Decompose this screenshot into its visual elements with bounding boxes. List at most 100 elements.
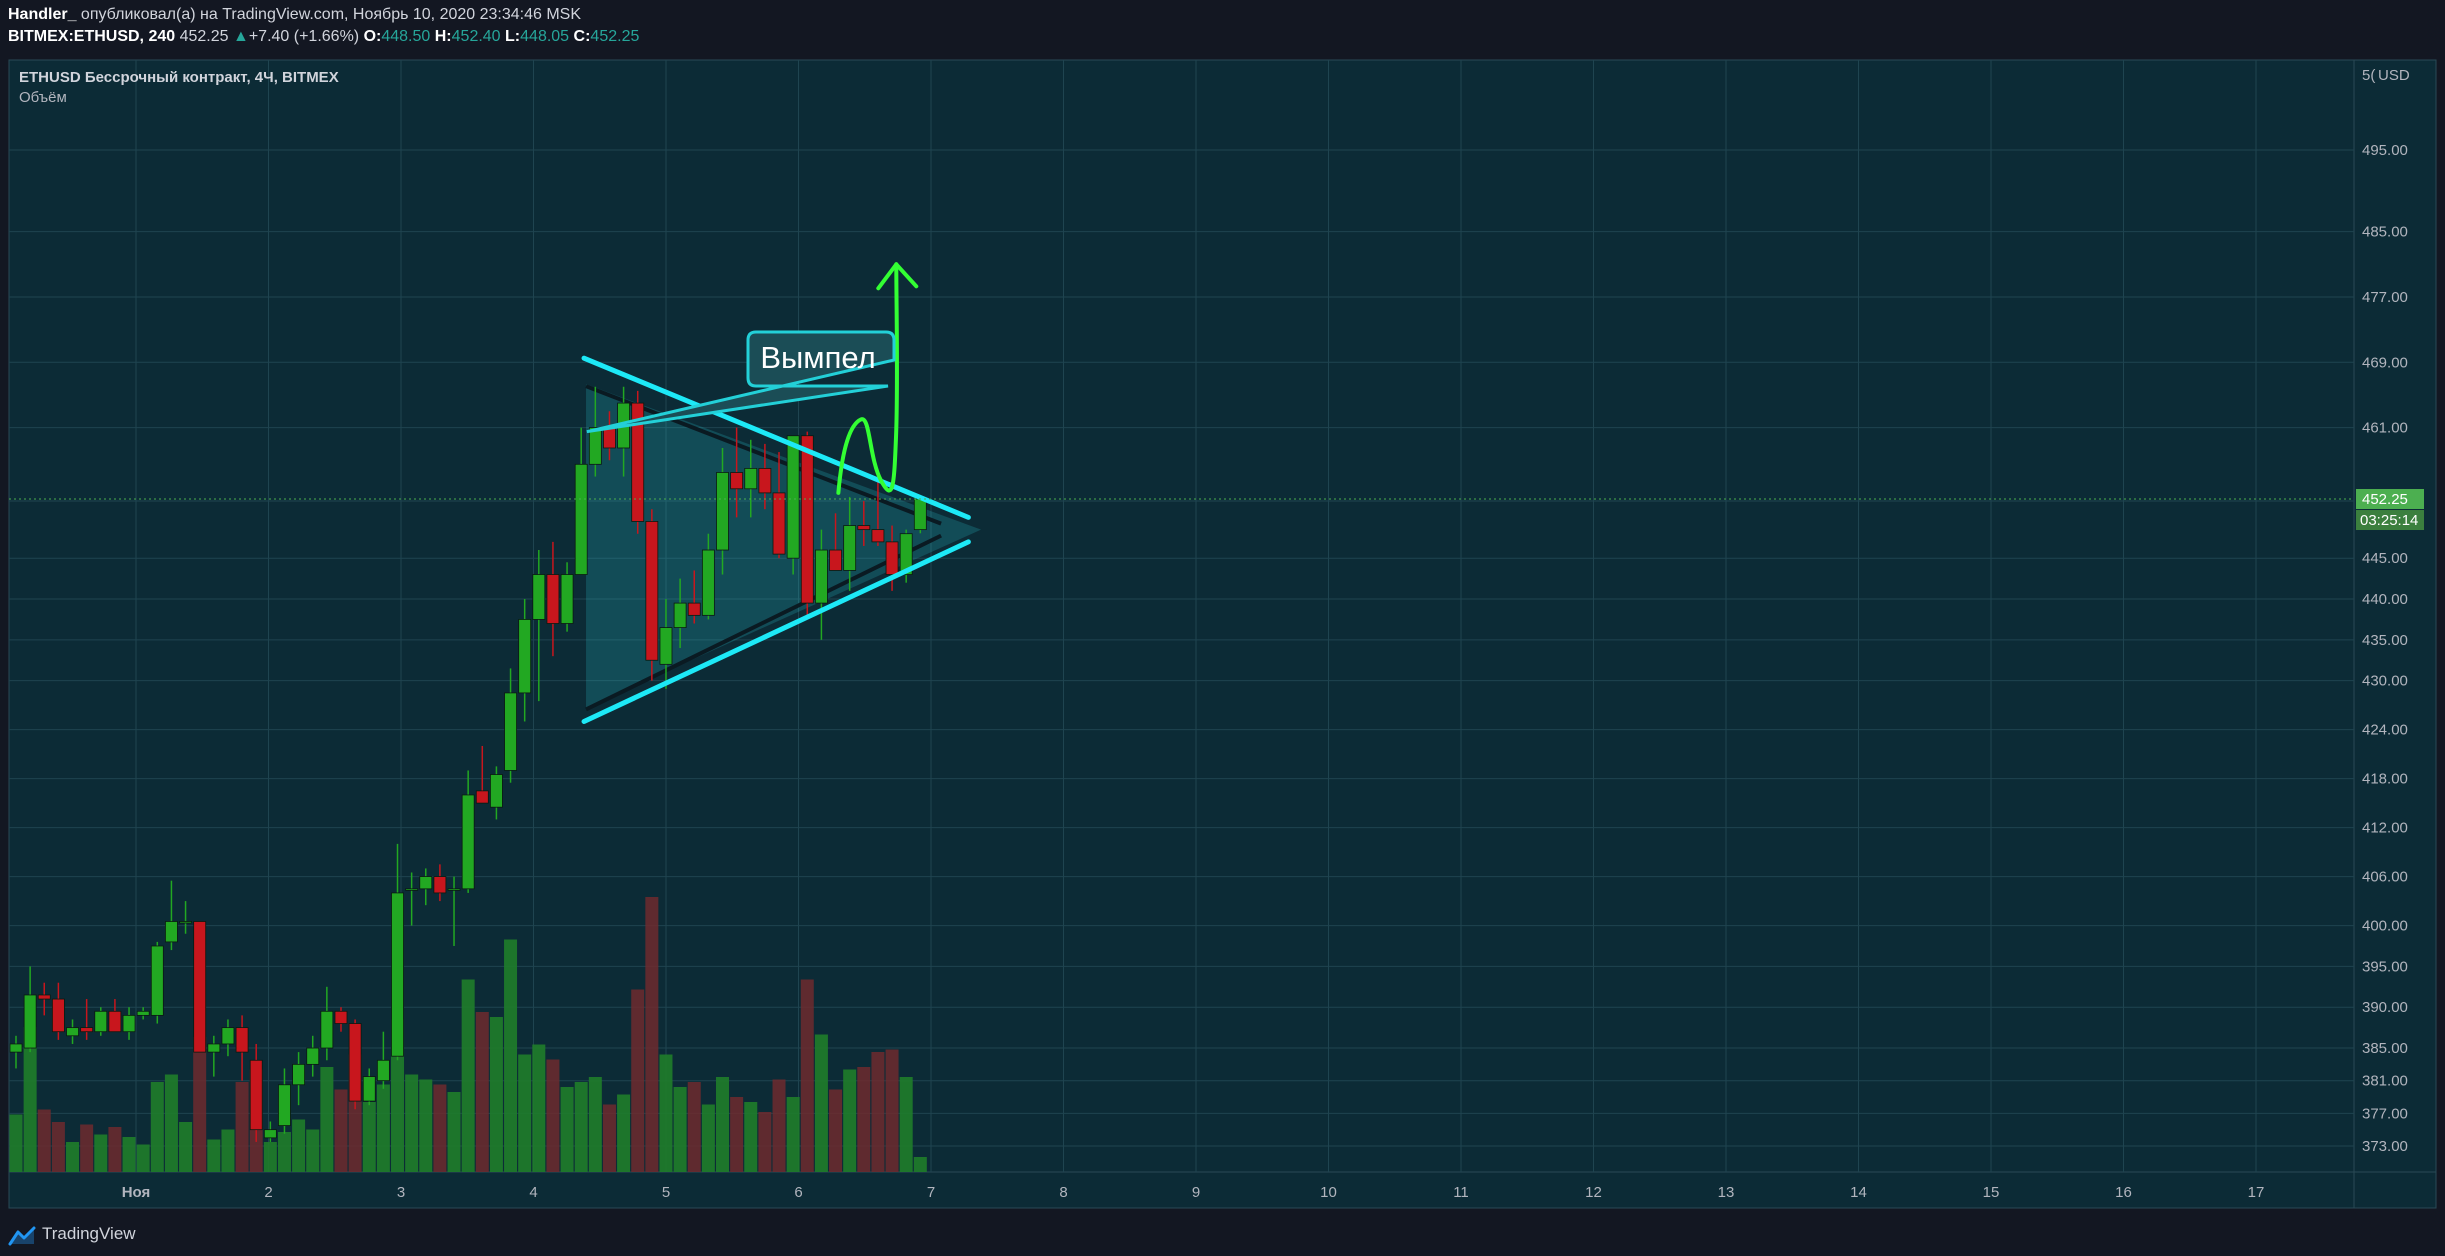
currency-label[interactable]: USD [2378,67,2410,84]
candle-body [108,1010,122,1033]
candle-body [490,774,503,808]
price-tick-label: 485.00 [2362,224,2408,241]
volume-bar [221,1129,235,1172]
volume-bar [617,1094,631,1172]
time-tick-label: Ноя [122,1184,151,1201]
price-tick-label: 406.00 [2362,869,2408,886]
candle-body [207,1043,221,1053]
volume-bar [602,1104,616,1172]
volume-bar [193,1037,207,1172]
volume-bar [461,979,475,1172]
price-tick-label: 390.00 [2362,999,2408,1016]
candle-body [673,602,687,628]
volume-bar [235,1082,249,1172]
volume-bar [814,1034,828,1172]
countdown-timer: 03:25:14 [2360,512,2418,529]
legend-volume[interactable]: Объём [19,89,67,106]
price-tick-label: 424.00 [2362,722,2408,739]
price-tick-label: 385.00 [2362,1040,2408,1057]
volume-bar [277,1132,291,1172]
volume-bar [9,1114,23,1172]
time-tick-label: 12 [1585,1184,1602,1201]
brand-name[interactable]: TradingView [42,1224,136,1243]
volume-bar [23,1027,37,1172]
time-tick-label: 16 [2115,1184,2132,1201]
high-value: 452.40 [451,28,501,45]
volume-bar [136,1144,150,1172]
time-tick-label: 7 [927,1184,935,1201]
footer [0,1216,2445,1256]
time-tick-label: 5 [662,1184,670,1201]
price-chart[interactable]: Вымпел 373.00377.00381.00385.00390.00395… [0,56,2445,1216]
volume-bar [419,1079,433,1172]
candle-body [249,1059,263,1131]
candle-body [871,529,885,543]
time-tick-label: 8 [1059,1184,1067,1201]
pennant-label-callout[interactable]: Вымпел [586,330,896,434]
candle-body [193,921,207,1053]
forecast-arrow[interactable] [836,262,900,495]
time-tick-label: 15 [1983,1184,2000,1201]
symbol-label: BITMEX:ETHUSD, 240 [8,28,176,45]
candle-body [758,467,772,494]
pennant-lower-border [585,533,942,712]
volume-bar [80,1124,94,1172]
time-tick-label: 3 [397,1184,405,1201]
volume-bar [376,1084,390,1172]
author-name[interactable]: Handler_ [8,6,77,23]
price-tick-label: 477.00 [2362,289,2408,306]
volume-bar [716,1077,729,1172]
axis-corner [2353,1171,2437,1209]
time-tick-label: 11 [1453,1184,1469,1201]
time-axis-bg[interactable] [8,1171,2355,1209]
plot-area[interactable] [8,59,2355,1173]
candle-body [574,463,588,575]
volume-bar [504,939,518,1172]
candle-body [263,1129,277,1139]
candle-body [603,427,616,449]
candle-body [278,1084,291,1126]
price-tick-label: 381.00 [2362,1073,2408,1090]
price-tick-label: 400.00 [2362,918,2408,935]
candle-body [772,492,786,555]
volume-bar [433,1084,447,1172]
volume-bar [744,1102,758,1172]
volume-bar [843,1069,857,1172]
volume-bar [164,1074,178,1172]
volume-bar [829,1089,843,1172]
price-tick-label: 412.00 [2362,820,2408,837]
volume-bar [659,1054,673,1172]
candle-body [51,998,65,1033]
pennant-lower-line[interactable] [581,539,971,724]
candle-body [433,876,447,894]
change-arrow-icon: ▲ [232,28,249,45]
candle-body [504,692,517,771]
candle-body [306,1047,320,1065]
candle-body [136,1010,150,1016]
volume-bar [885,1049,899,1172]
volume-bar [391,1019,405,1172]
candle-body [179,921,192,924]
candle-body [560,574,574,624]
time-tick-label: 17 [2248,1184,2265,1201]
time-tick-label: 13 [1718,1184,1735,1201]
volume-bar [320,1067,334,1172]
volume-bar [857,1067,871,1172]
volume-bar [489,1017,503,1172]
tradingview-logo-icon[interactable] [8,1224,38,1248]
candle-body [23,994,37,1049]
legend-title[interactable]: ETHUSD Бессрочный контракт, 4Ч, BITMEX [19,69,339,86]
volume-bar [292,1119,306,1172]
price-axis-bg[interactable] [2353,59,2437,1173]
candle-body [815,549,828,604]
price-tick-label: 435.00 [2362,632,2408,649]
open-label: O: [363,28,382,45]
candle-body [899,533,913,575]
price-axis-labels: 373.00 377.00 381.00 385.00 390.00 395.00 400.… [2362,142,2408,1155]
last-price-tag-bg [2356,489,2424,510]
candle-body [546,574,560,624]
price-tick-label: 418.00 [2362,771,2408,788]
callout-bubble [586,330,896,434]
forecast-arrow-head-icon [876,262,919,291]
pennant-upper-line[interactable] [581,355,971,520]
